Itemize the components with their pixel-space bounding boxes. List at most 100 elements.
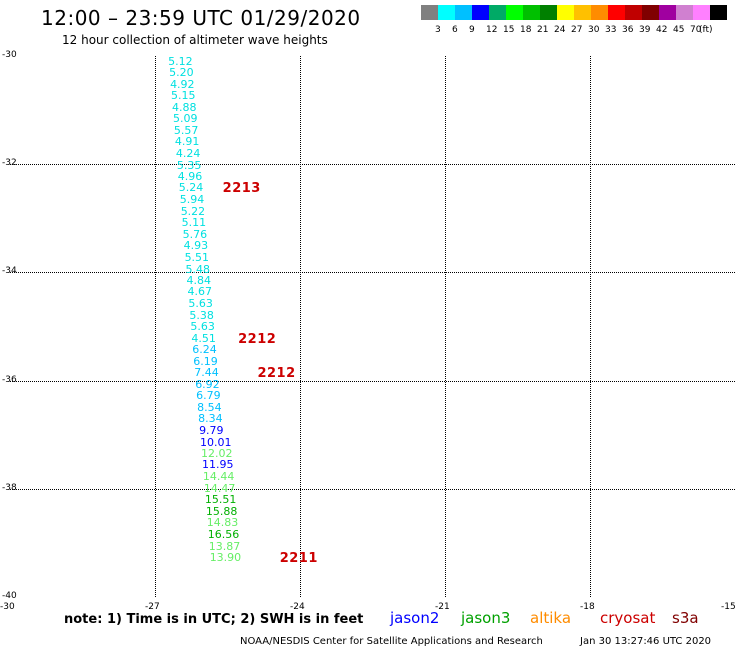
legend-swatch: [540, 5, 557, 20]
latitude-tick-label: -36: [2, 374, 17, 385]
longitude-tick-label: -27: [145, 602, 160, 612]
wave-height-value: 5.24: [178, 181, 204, 195]
footer-note: note: 1) Time is in UTC; 2) SWH is in fe…: [64, 612, 364, 627]
latitude-tick-label: -30: [2, 50, 17, 60]
legend-swatch: [489, 5, 506, 20]
satellite-label-cryosat: cryosat: [600, 609, 656, 627]
wave-height-value: 14.83: [206, 516, 239, 530]
legend-unit: (ft): [699, 25, 713, 35]
latitude-tick-label: -38: [2, 482, 17, 493]
legend-swatch: [659, 5, 676, 20]
wave-height-value: 5.51: [184, 250, 210, 264]
legend-label: 18: [520, 25, 532, 35]
satellite-label-jason2: jason2: [390, 609, 440, 627]
latitude-gridline: [10, 164, 735, 166]
wave-height-value: 9.79: [199, 423, 224, 437]
legend-label: 30: [588, 25, 600, 35]
wave-height-value: 11.95: [201, 458, 234, 472]
wave-height-value: 5.63: [188, 297, 213, 311]
legend-swatch: [438, 5, 455, 20]
satellite-label-s3a: s3a: [672, 609, 699, 627]
longitude-tick-label: -21: [435, 602, 450, 612]
wave-height-value: 8.54: [197, 401, 222, 415]
legend-swatch: [472, 5, 489, 20]
wave-height-value: 14.47: [203, 481, 236, 495]
legend-swatch: [523, 5, 540, 20]
wave-height-value: 6.92: [195, 377, 220, 391]
latitude-tick-label: -34: [2, 266, 17, 277]
legend-swatch: [642, 5, 659, 20]
legend-swatch: [506, 5, 523, 20]
wave-height-value: 15.88: [205, 504, 238, 518]
wave-height-value: 5.57: [173, 124, 199, 138]
wave-height-value: 15.51: [204, 493, 237, 507]
legend-swatch: [676, 5, 693, 20]
wave-height-value: 14.44: [202, 470, 235, 484]
chart-subtitle: 12 hour collection of altimeter wave hei…: [62, 33, 328, 47]
legend-label: 33: [605, 25, 617, 35]
legend-swatch: [693, 5, 710, 20]
wave-height-value: 10.01: [200, 435, 232, 449]
wave-height-value: 5.35: [176, 158, 202, 172]
wave-height-value: 4.24: [175, 146, 201, 160]
wave-height-value: 5.12: [168, 54, 193, 68]
longitude-tick-label: -30: [0, 602, 15, 612]
wave-height-value: 4.96: [177, 170, 203, 184]
cycle-label: 2212: [257, 366, 296, 382]
longitude-gridline: [155, 56, 156, 597]
wave-height-value: 13.87: [208, 539, 241, 553]
longitude-tick-label: -24: [290, 602, 305, 612]
legend-label: 12: [486, 25, 498, 35]
latitude-gridline: [10, 272, 735, 274]
legend-label: 27: [571, 25, 583, 35]
credit-text: NOAA/NESDIS Center for Satellite Applica…: [240, 636, 543, 647]
wave-height-value: 5.63: [190, 319, 215, 333]
legend-label: 6: [452, 25, 458, 35]
legend-swatch: [421, 5, 438, 20]
legend-label: 45: [673, 25, 685, 35]
legend-label: 3: [435, 25, 441, 35]
legend-swatch: [625, 5, 642, 20]
legend-label: 70: [690, 25, 702, 35]
longitude-gridline: [300, 56, 301, 597]
wave-height-value: 6.79: [196, 389, 221, 403]
legend-swatch: [455, 5, 472, 20]
wave-height-value: 5.15: [171, 89, 196, 103]
wave-height-value: 5.20: [169, 66, 194, 80]
legend-label: 39: [639, 25, 651, 35]
longitude-gridline: [590, 56, 591, 597]
wave-height-value: 5.76: [182, 227, 208, 241]
legend-swatch: [591, 5, 608, 20]
wave-height-value: 4.51: [191, 331, 216, 345]
legend-label: 15: [503, 25, 515, 35]
satellite-label-altika: altika: [530, 609, 572, 627]
chart-title: 12:00 – 23:59 UTC 01/29/2020: [41, 6, 361, 30]
wave-height-value: 4.88: [172, 100, 197, 114]
cycle-label: 2211: [279, 550, 318, 566]
wave-height-value: 7.44: [194, 366, 219, 380]
latitude-tick-label: -32: [2, 158, 17, 169]
legend-swatch: [557, 5, 574, 20]
wave-height-value: 5.94: [179, 193, 205, 207]
legend-label: 21: [537, 25, 549, 35]
wave-height-value: 5.22: [180, 204, 206, 218]
latitude-gridline: [10, 488, 735, 490]
wave-height-value: 13.90: [209, 550, 242, 564]
wave-height-value: 12.02: [201, 447, 233, 461]
wave-height-value: 4.91: [174, 135, 200, 149]
legend-label: 9: [469, 25, 475, 35]
wave-height-value: 5.38: [189, 308, 214, 322]
satellite-label-jason3: jason3: [461, 609, 511, 627]
longitude-tick-label: -18: [580, 602, 595, 612]
legend-label: 24: [554, 25, 566, 35]
latitude-tick-label: -40: [2, 591, 17, 601]
legend-swatch: [710, 5, 727, 20]
wave-height-value: 6.19: [193, 354, 218, 368]
wave-height-value: 4.84: [186, 273, 212, 287]
legend-swatch: [574, 5, 591, 20]
wave-height-value: 8.34: [198, 412, 223, 426]
legend-label: 36: [622, 25, 634, 35]
longitude-gridline: [445, 56, 446, 597]
wave-height-value: 5.48: [185, 262, 211, 276]
cycle-label: 2212: [238, 331, 277, 347]
